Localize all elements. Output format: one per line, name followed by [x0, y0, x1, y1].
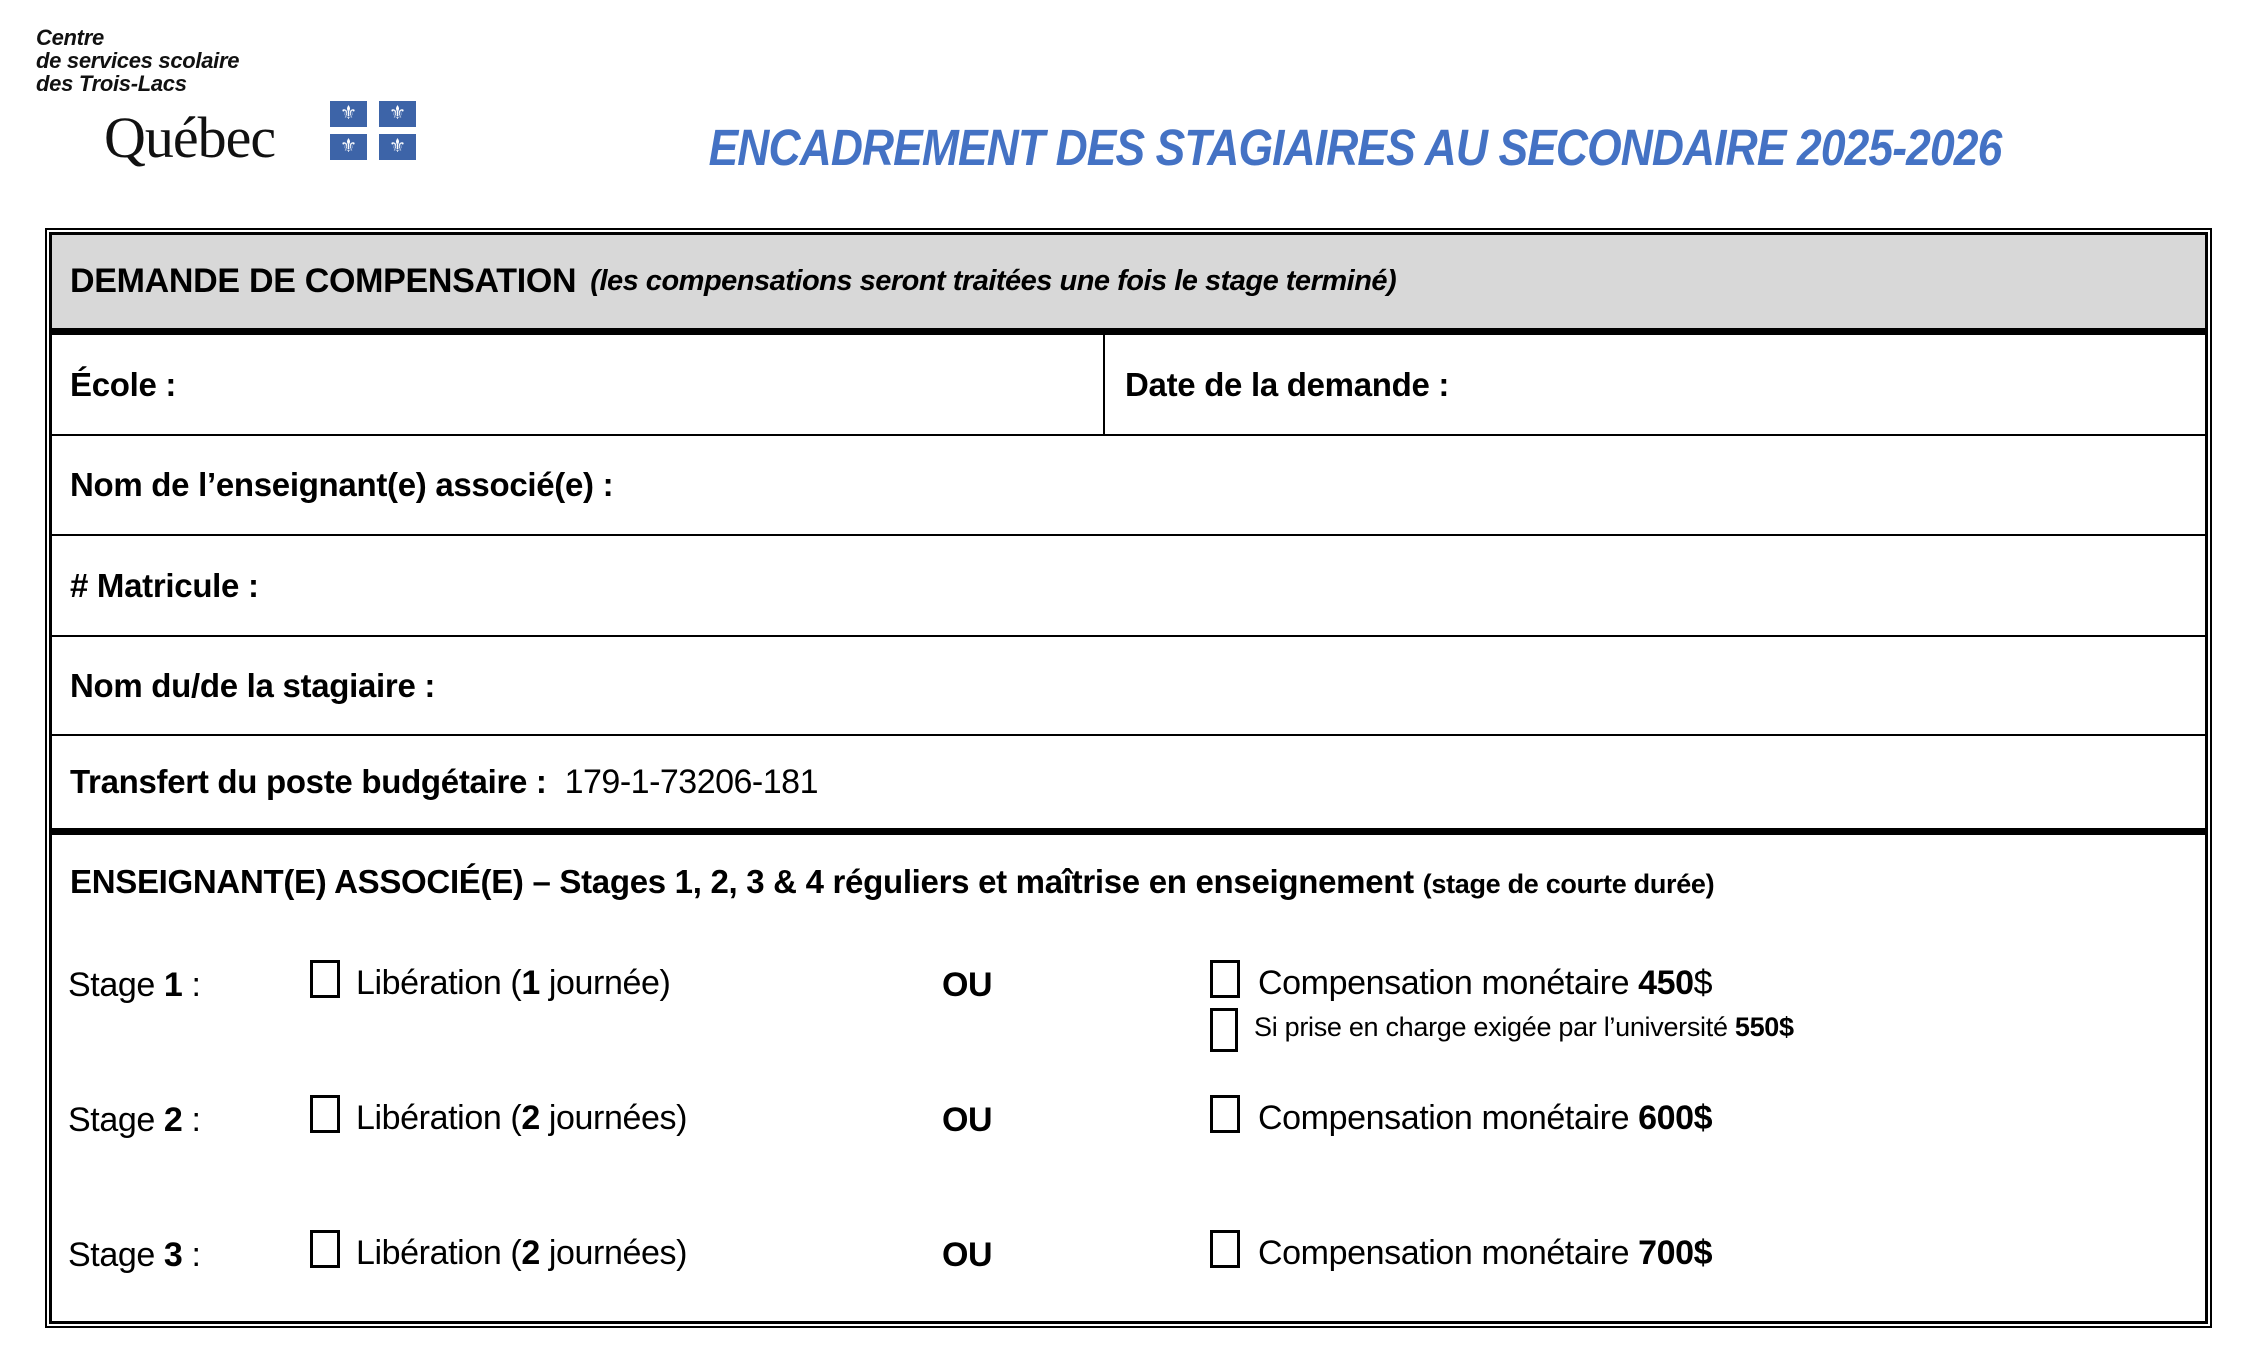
quebec-flag-icon: ⚜: [330, 101, 367, 127]
stage-3-liberation-label: Libération (2 journées): [356, 1234, 688, 1272]
page-title: ENCADREMENT DES STAGIAIRES AU SECONDAIRE…: [708, 119, 2003, 176]
quebec-flag-icon: ⚜: [379, 134, 416, 160]
transfert-value: 179-1-73206-181: [564, 762, 819, 801]
stagiaire-row: Nom du/de la stagiaire :: [52, 637, 2205, 736]
compensation-form-table-inner: DEMANDE DE COMPENSATION (les compensatio…: [49, 232, 2208, 1324]
logo-org-line-2: de services scolaire: [36, 48, 240, 73]
enseignant-row: Nom de l’enseignant(e) associé(e) :: [52, 436, 2205, 536]
logo-org-line-1: Centre: [36, 25, 104, 50]
stage-3-row: Stage 3 : Libération (2 journées) OU Com…: [52, 1230, 2205, 1365]
ecole-date-row: École : Date de la demande :: [52, 335, 2205, 436]
stage-3-compensation-option: Compensation monétaire 700$: [1210, 1230, 1713, 1273]
date-value-area[interactable]: [1449, 350, 2205, 419]
ecole-label: École :: [70, 365, 177, 403]
form-header-row: DEMANDE DE COMPENSATION (les compensatio…: [52, 235, 2205, 335]
stage-1-universite-label: Si prise en charge exigée par l’universi…: [1254, 1012, 1794, 1042]
stage-1-compensation-checkbox[interactable]: [1210, 960, 1240, 998]
section-title: ENSEIGNANT(E) ASSOCIÉ(E) – Stages 1, 2, …: [70, 863, 1414, 900]
compensation-form-table: DEMANDE DE COMPENSATION (les compensatio…: [45, 228, 2212, 1328]
section-subtitle: (stage de courte durée): [1422, 869, 1715, 899]
stage-2-compensation-options: Compensation monétaire 600$: [1210, 1095, 1713, 1138]
form-header-title: DEMANDE DE COMPENSATION: [70, 262, 577, 300]
stage-1-universite-option: Si prise en charge exigée par l’universi…: [1210, 1008, 1794, 1052]
stage-1-row: Stage 1 : Libération (1 journée) OU Comp…: [52, 960, 2205, 1095]
transfert-label: Transfert du poste budgétaire :: [70, 763, 547, 800]
stage-1-label: Stage 1 :: [68, 966, 201, 1004]
quebec-wordmark: Québec: [104, 105, 276, 170]
transfert-row: Transfert du poste budgétaire : 179-1-73…: [52, 736, 2205, 835]
stage-2-compensation-option: Compensation monétaire 600$: [1210, 1095, 1713, 1138]
stage-3-label: Stage 3 :: [68, 1236, 201, 1274]
date-label: Date de la demande :: [1125, 365, 1450, 403]
stage-1-compensation-option: Compensation monétaire 450$: [1210, 960, 1794, 1003]
logo-org-line-3: des Trois-Lacs: [36, 71, 187, 96]
stage-2-liberation-checkbox[interactable]: [310, 1095, 340, 1133]
stage-2-row: Stage 2 : Libération (2 journées) OU Com…: [52, 1095, 2205, 1230]
ecole-value-area[interactable]: [176, 350, 1103, 419]
stage-1-compensation-label: Compensation monétaire 450$: [1258, 964, 1713, 1002]
logo-org-name: Centre de services scolaire des Trois-La…: [36, 26, 239, 95]
ecole-cell: École :: [52, 335, 1105, 434]
stage-1-liberation-option: Libération (1 journée): [310, 960, 671, 1003]
stage-1-or-label: OU: [942, 966, 993, 1004]
stage-3-compensation-options: Compensation monétaire 700$: [1210, 1230, 1713, 1273]
stagiaire-label: Nom du/de la stagiaire :: [70, 666, 436, 704]
stage-2-liberation-label: Libération (2 journées): [356, 1099, 688, 1137]
form-header-note: (les compensations seront traitées une f…: [590, 265, 1397, 297]
quebec-flags-logo: ⚜ ⚜ ⚜ ⚜: [330, 101, 416, 160]
date-cell: Date de la demande :: [1105, 335, 2205, 434]
stage-3-liberation-checkbox[interactable]: [310, 1230, 340, 1268]
stage-1-compensation-options: Compensation monétaire 450$ Si prise en …: [1210, 960, 1794, 1052]
matricule-label: # Matricule :: [70, 566, 259, 604]
quebec-flag-icon: ⚜: [330, 134, 367, 160]
stage-3-compensation-label: Compensation monétaire 700$: [1258, 1234, 1713, 1272]
document-page: { "logo": { "org_lines": ["Centre", "de …: [36, 26, 2212, 1328]
quebec-flag-icon: ⚜: [379, 101, 416, 127]
stage-1-universite-checkbox[interactable]: [1210, 1008, 1238, 1052]
stage-2-or-label: OU: [942, 1101, 993, 1139]
matricule-row: # Matricule :: [52, 536, 2205, 637]
stage-1-liberation-label: Libération (1 journée): [356, 964, 671, 1002]
section-header-row: ENSEIGNANT(E) ASSOCIÉ(E) – Stages 1, 2, …: [52, 835, 2205, 960]
stage-2-compensation-label: Compensation monétaire 600$: [1258, 1099, 1713, 1137]
stagiaire-value-area[interactable]: [435, 652, 2205, 720]
stage-3-liberation-option: Libération (2 journées): [310, 1230, 687, 1273]
stage-2-label: Stage 2 :: [68, 1101, 201, 1139]
matricule-value-area[interactable]: [259, 551, 2205, 620]
stage-2-liberation-option: Libération (2 journées): [310, 1095, 687, 1138]
stage-2-compensation-checkbox[interactable]: [1210, 1095, 1240, 1133]
stage-3-compensation-checkbox[interactable]: [1210, 1230, 1240, 1268]
enseignant-label: Nom de l’enseignant(e) associé(e) :: [70, 466, 614, 503]
stage-3-or-label: OU: [942, 1236, 993, 1274]
enseignant-value-area[interactable]: [613, 451, 2205, 520]
stage-1-liberation-checkbox[interactable]: [310, 960, 340, 998]
